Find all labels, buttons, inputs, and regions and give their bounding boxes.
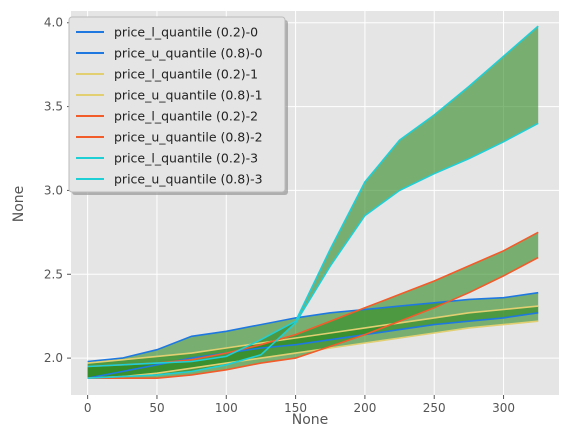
legend-label-lower-2: price_l_quantile (0.2)-2 xyxy=(114,109,258,124)
legend-label-upper-1: price_u_quantile (0.8)-1 xyxy=(114,88,263,103)
band-fill-2 xyxy=(87,232,539,379)
series-line-upper-1 xyxy=(87,305,539,364)
x-tick-label: 0 xyxy=(84,401,92,415)
y-tick-label: 3.0 xyxy=(44,183,63,197)
x-tick-label: 200 xyxy=(353,401,376,415)
x-tick-label: 100 xyxy=(215,401,238,415)
series-lines xyxy=(87,25,539,380)
x-tick-label: 300 xyxy=(492,401,515,415)
series-line-lower-0 xyxy=(87,312,539,379)
legend: price_l_quantile (0.2)-0 price_u_quantile… xyxy=(68,16,288,195)
legend-label-lower-0: price_l_quantile (0.2)-0 xyxy=(114,25,258,40)
series-line-lower-1 xyxy=(87,320,539,379)
series-line-upper-3 xyxy=(87,25,539,368)
legend-box xyxy=(68,16,286,193)
x-tick-label: 250 xyxy=(423,401,446,415)
x-tick-label: 150 xyxy=(284,401,307,415)
series-line-lower-2 xyxy=(87,256,539,380)
series-line-lower-3 xyxy=(87,122,539,379)
series-line-upper-0 xyxy=(87,291,539,363)
x-tick-label: 50 xyxy=(149,401,164,415)
y-tick-label: 2.0 xyxy=(44,351,63,365)
legend-label-upper-3: price_u_quantile (0.8)-3 xyxy=(114,172,263,187)
legend-items: price_l_quantile (0.2)-0 price_u_quantile… xyxy=(76,25,263,187)
legend-label-lower-1: price_l_quantile (0.2)-1 xyxy=(114,67,258,82)
y-tick-label: 3.5 xyxy=(44,100,63,114)
x-axis-ticks: 0 50 100 150 200 250 300 xyxy=(84,395,515,415)
legend-label-lower-3: price_l_quantile (0.2)-3 xyxy=(114,151,258,166)
legend-label-upper-2: price_u_quantile (0.8)-2 xyxy=(114,130,263,145)
y-tick-label: 2.5 xyxy=(44,267,63,281)
x-axis-label: None xyxy=(292,412,329,428)
y-axis-ticks: 2.0 2.5 3.0 3.5 4.0 xyxy=(44,16,71,365)
y-axis-label: None xyxy=(11,186,27,223)
legend-label-upper-0: price_u_quantile (0.8)-0 xyxy=(114,46,263,61)
y-tick-label: 4.0 xyxy=(44,16,63,30)
